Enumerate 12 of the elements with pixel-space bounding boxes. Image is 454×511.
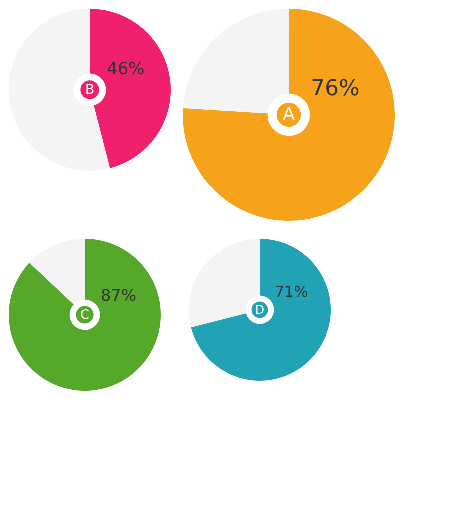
- donut-slice: [30, 239, 85, 305]
- slice-label: C: [80, 308, 90, 323]
- donut-slice: [9, 239, 161, 391]
- slice-label: B: [85, 82, 95, 98]
- data-label: 87%: [101, 286, 137, 305]
- donut-slice: [183, 9, 395, 221]
- donut-slice: [191, 239, 331, 381]
- data-label: 76%: [311, 76, 360, 102]
- slice-label: D: [255, 303, 265, 317]
- data-label: 71%: [275, 283, 308, 301]
- slice-label: A: [282, 105, 296, 125]
- data-label: 46%: [107, 60, 145, 80]
